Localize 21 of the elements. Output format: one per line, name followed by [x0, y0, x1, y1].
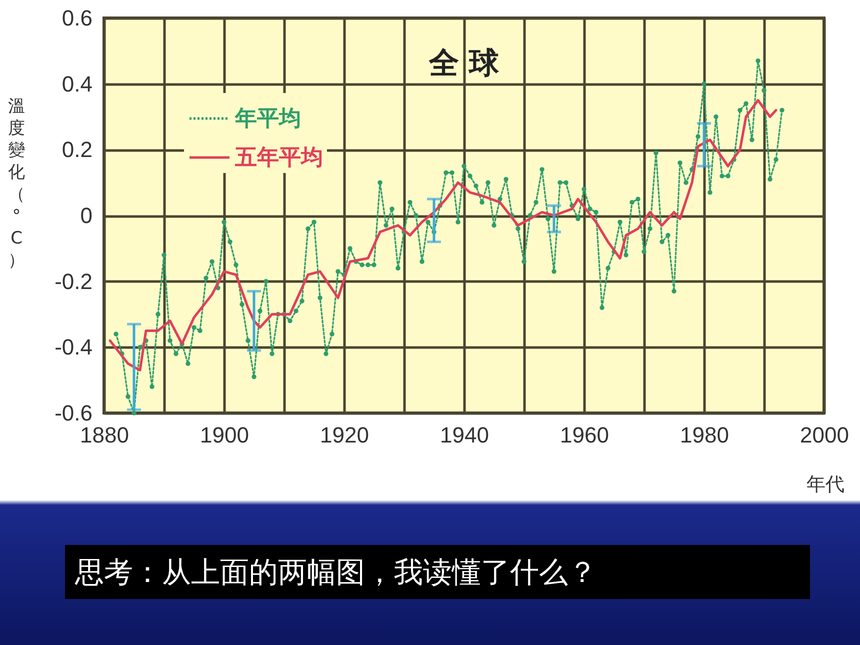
text: 思考：从上面的两幅图，我读懂了什么？ — [65, 545, 810, 599]
line-series — [108, 99, 778, 372]
text: 全 球 — [428, 46, 500, 81]
x-tick-label: 1960 — [560, 422, 609, 448]
x-tick-label: 1920 — [320, 422, 369, 448]
y-tick-label: -0.4 — [54, 334, 92, 360]
y-tick-label: 0.4 — [62, 71, 92, 96]
legend-label: 五年平均 — [234, 144, 323, 170]
y-tick-label: -0.6 — [54, 400, 92, 426]
y-tick-label: 0 — [80, 203, 92, 228]
y-axis-title: 溫度變化（°C） — [8, 96, 25, 270]
y-tick-label: 0.2 — [62, 137, 92, 162]
x-tick-label: 1900 — [200, 422, 249, 448]
x-axis-title: 年代 — [806, 474, 844, 496]
x-tick-label: 2000 — [800, 422, 849, 448]
legend-label: 年平均 — [234, 106, 301, 132]
x-tick-label: 1940 — [440, 422, 489, 448]
y-tick-label: -0.2 — [54, 268, 92, 294]
x-tick-label: 1880 — [80, 422, 129, 448]
y-tick-label: 0.6 — [62, 6, 92, 30]
x-tick-label: 1980 — [680, 422, 729, 448]
